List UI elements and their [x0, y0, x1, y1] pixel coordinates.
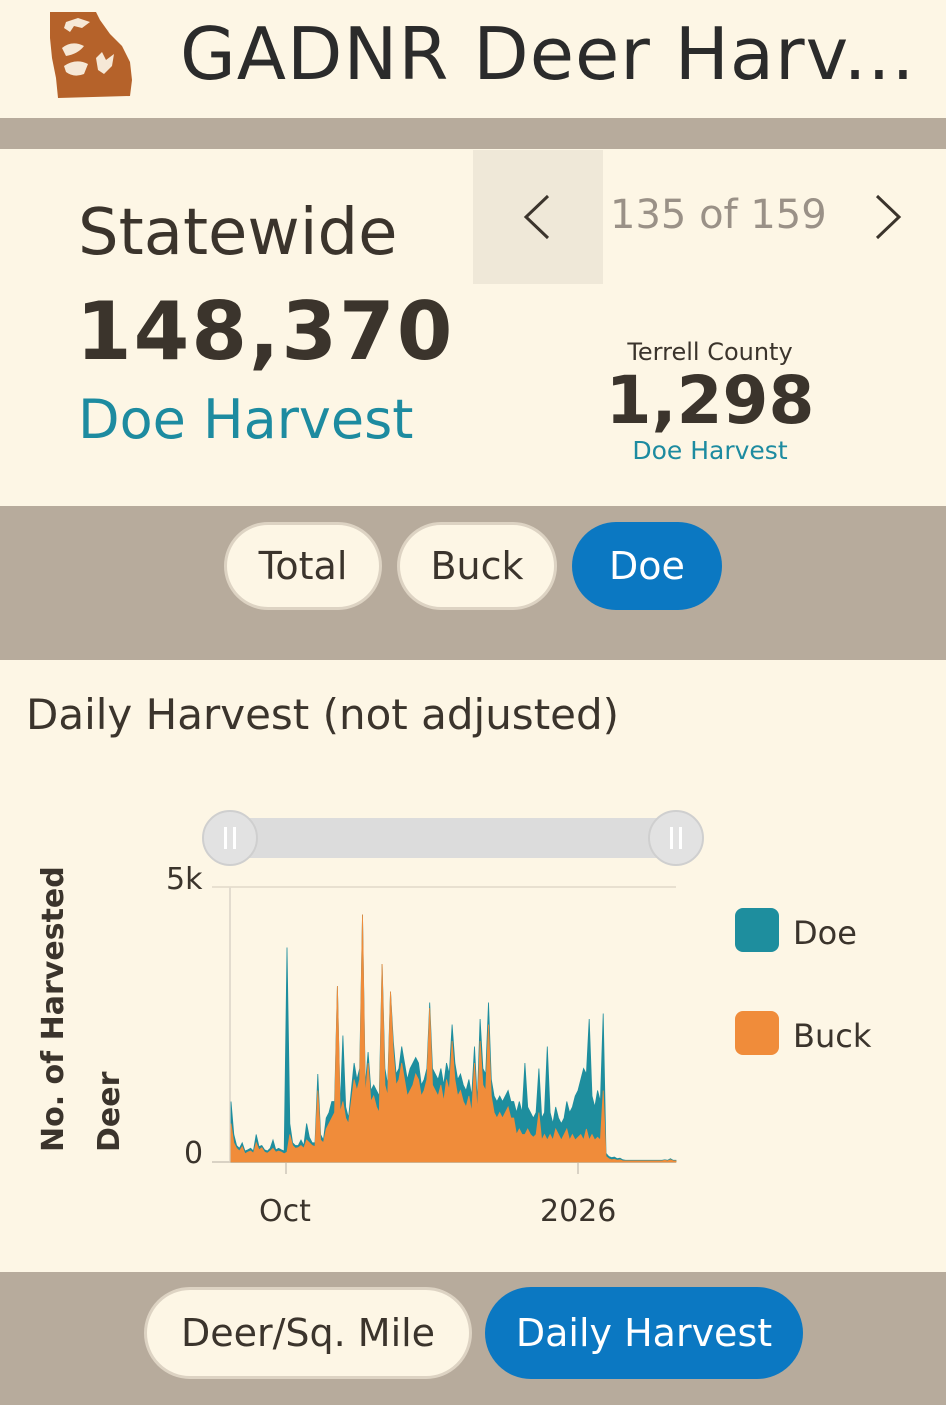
region-value: 148,370	[76, 285, 455, 378]
region-metric-label: Doe Harvest	[78, 388, 414, 451]
header-divider	[0, 118, 946, 149]
range-slider-right-handle[interactable]	[648, 810, 704, 866]
legend-label-doe[interactable]: Doe	[793, 914, 857, 952]
county-metric-label: Doe Harvest	[632, 436, 788, 465]
georgia-wildlife-logo-icon	[50, 12, 132, 98]
legend-swatch-doe[interactable]	[735, 908, 779, 952]
daily-harvest-button[interactable]: Daily Harvest	[485, 1287, 803, 1379]
range-slider-left-handle[interactable]	[202, 810, 258, 866]
y-tick-label: 0	[184, 1136, 204, 1171]
county-value: 1,298	[605, 362, 815, 439]
y-axis-label-line2: Deer	[92, 1071, 127, 1152]
chart-panel	[0, 660, 946, 1272]
legend-label-buck[interactable]: Buck	[793, 1017, 872, 1055]
pager-count: 135 of 159	[610, 192, 827, 238]
chevron-right-icon	[875, 194, 902, 240]
region-label: Statewide	[78, 196, 398, 270]
app-header: GADNR Deer Harv...	[0, 0, 946, 118]
y-axis-label-line1: No. of Harvested	[36, 866, 71, 1152]
total-button[interactable]: Total	[224, 522, 382, 610]
legend-swatch-buck[interactable]	[735, 1011, 779, 1055]
x-tick-label: Oct	[259, 1194, 311, 1229]
view-toggle-bar	[0, 1272, 946, 1405]
deer-per-sq-mile-button[interactable]: Deer/Sq. Mile	[144, 1287, 472, 1379]
x-tick-label: 2026	[540, 1194, 617, 1229]
previous-county-button[interactable]	[473, 150, 603, 284]
y-tick-label: 5k	[166, 862, 203, 897]
app-title: GADNR Deer Harv...	[180, 12, 916, 96]
next-county-button[interactable]	[855, 180, 915, 254]
range-slider-track[interactable]	[230, 818, 676, 858]
chart-title: Daily Harvest (not adjusted)	[26, 690, 620, 739]
county-name: Terrell County	[627, 338, 793, 366]
chevron-left-icon	[523, 194, 550, 240]
doe-button[interactable]: Doe	[572, 522, 722, 610]
buck-button[interactable]: Buck	[397, 522, 557, 610]
